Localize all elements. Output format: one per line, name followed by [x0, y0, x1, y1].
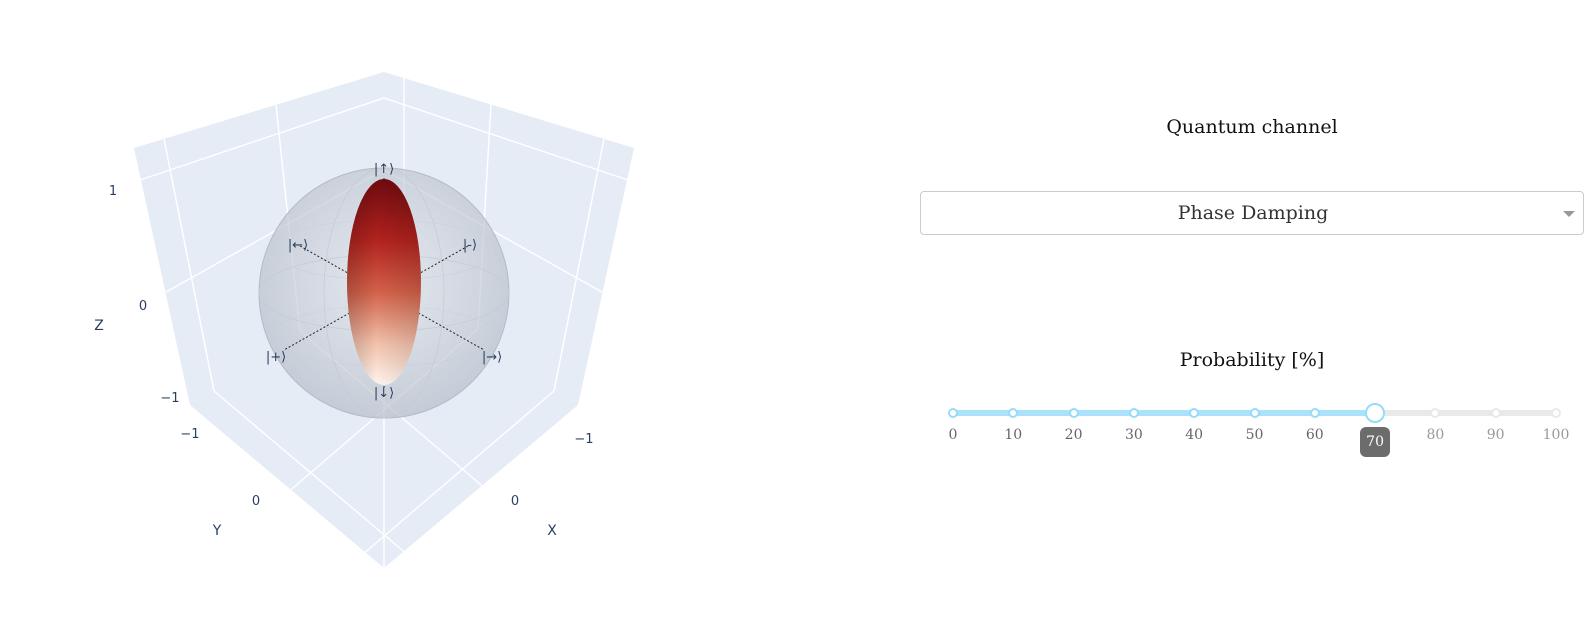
probability-slider[interactable]: 0 10 20 30 40 50 60 80 90 100 70: [920, 395, 1584, 475]
slider-dot[interactable]: [1249, 408, 1260, 418]
state-label-down: |↓⟩: [374, 386, 394, 401]
slider-mark-50[interactable]: 50: [1245, 427, 1264, 443]
wall-left: [134, 72, 384, 405]
slider-mark-90[interactable]: 90: [1486, 427, 1505, 443]
slider-mark-100[interactable]: 100: [1542, 427, 1570, 443]
slider-dot[interactable]: [1008, 408, 1019, 418]
x-axis-title: X: [547, 523, 557, 539]
slider-dot[interactable]: [1430, 408, 1441, 418]
state-label-minus: |-⟩: [463, 238, 477, 253]
channel-title: Quantum channel: [1166, 116, 1338, 138]
slider-mark-30[interactable]: 30: [1124, 427, 1143, 443]
wall-right: [384, 72, 634, 405]
slider-dot[interactable]: [1189, 408, 1200, 418]
slider-mark-10[interactable]: 10: [1004, 427, 1023, 443]
z-tick-minus1: −1: [160, 391, 179, 406]
y-tick-minus1: −1: [180, 427, 199, 442]
probability-title: Probability [%]: [1179, 349, 1325, 371]
slider-mark-40[interactable]: 40: [1185, 427, 1204, 443]
slider-dot[interactable]: [1128, 408, 1139, 418]
x-tick-minus1: −1: [574, 432, 593, 447]
z-tick-0: 0: [139, 299, 147, 314]
state-label-up: |↑⟩: [374, 162, 394, 177]
chevron-down-icon[interactable]: [1563, 211, 1575, 217]
slider-dot[interactable]: [1551, 408, 1561, 418]
state-label-plus: |+⟩: [266, 350, 286, 365]
slider-dot[interactable]: [1068, 408, 1079, 418]
slider-mark-0[interactable]: 0: [948, 427, 958, 443]
slider-dot[interactable]: [1490, 408, 1501, 418]
z-tick-1: 1: [109, 184, 117, 199]
slider-dot[interactable]: [948, 408, 958, 418]
x-tick-0: 0: [511, 494, 519, 509]
scene-walls: [134, 72, 634, 568]
slider-track[interactable]: [953, 410, 1376, 416]
slider-handle[interactable]: [1365, 403, 1386, 423]
y-axis-title: Y: [212, 523, 222, 539]
channel-dropdown[interactable]: Phase Damping: [920, 191, 1584, 235]
slider-mark-80[interactable]: 80: [1426, 427, 1445, 443]
slider-value-tooltip: 70: [1360, 427, 1391, 457]
slider-dot[interactable]: [1309, 408, 1320, 418]
y-tick-0: 0: [252, 494, 260, 509]
z-axis-title: Z: [94, 318, 104, 334]
control-panel: Quantum channel Phase Damping Probabilit…: [920, 0, 1584, 635]
slider-mark-20[interactable]: 20: [1064, 427, 1083, 443]
bloch-sphere-svg[interactable]: |↑⟩ |↓⟩ |←⟩ |-⟩ |+⟩ |→⟩ 1 0 −1 Z −1 0 Y …: [0, 0, 800, 635]
deformed-ellipsoid: [347, 179, 421, 385]
state-label-left: |←⟩: [288, 238, 308, 253]
state-label-right: |→⟩: [482, 350, 502, 365]
slider-mark-60[interactable]: 60: [1305, 427, 1324, 443]
channel-dropdown-value: Phase Damping: [1177, 202, 1329, 224]
bloch-sphere-plot[interactable]: |↑⟩ |↓⟩ |←⟩ |-⟩ |+⟩ |→⟩ 1 0 −1 Z −1 0 Y …: [0, 0, 800, 635]
